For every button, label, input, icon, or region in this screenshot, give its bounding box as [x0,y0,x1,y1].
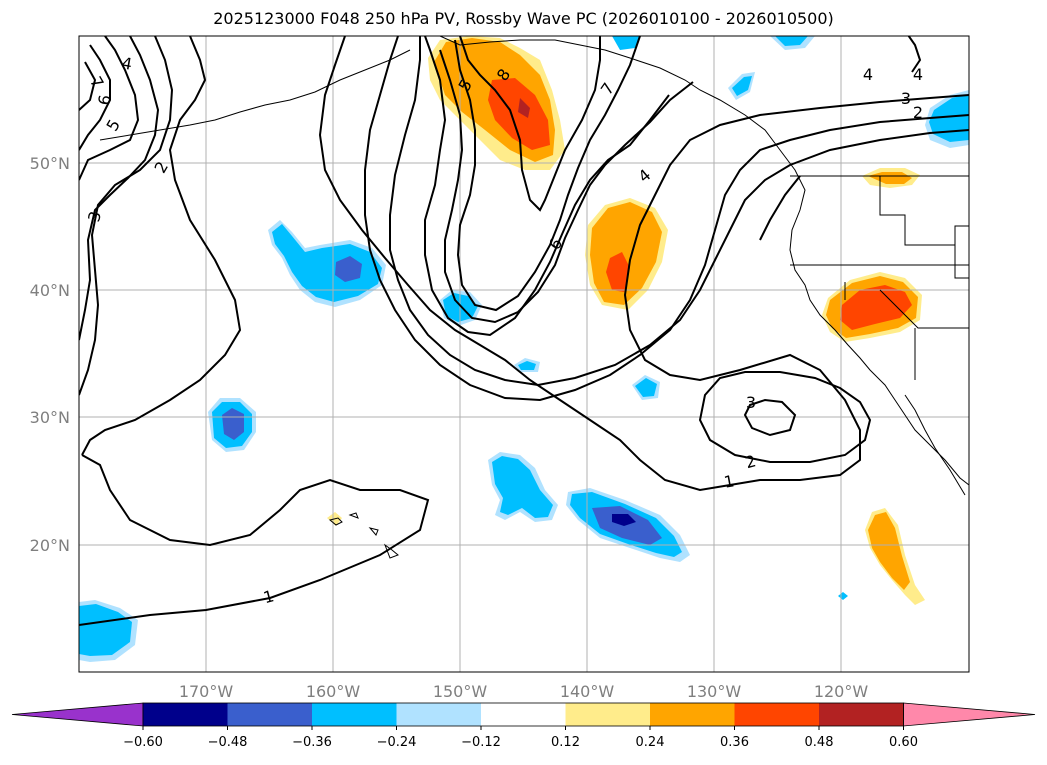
colorbar-segment [227,703,313,726]
contour-label: 3 [84,209,105,224]
contour-label: 4 [913,65,923,84]
gridlines [79,36,969,672]
colorbar-tick-label: −0.36 [292,735,332,750]
colorbar-extend-max [903,702,1036,727]
colorbar-tick-label: 0.48 [805,735,834,750]
lon-label: 120°W [814,682,869,701]
latitude-labels: 50°N 40°N 30°N 20°N [30,154,70,555]
colorbar-segment [650,703,735,726]
longitude-labels: 170°W 160°W 150°W 140°W 130°W 120°W [179,682,869,701]
colorbar-segment [396,703,482,726]
contour-label: 1 [722,471,735,491]
lon-label: 130°W [687,682,742,701]
shaded-anomalies [79,36,969,662]
colorbar-segment [565,703,651,726]
lat-label: 20°N [30,536,70,555]
contour-label: 4 [863,65,873,84]
contour-label: 2 [913,103,923,122]
lon-label: 150°W [433,682,488,701]
colorbar-tick-label: −0.24 [377,735,417,750]
colorbar-extend-min [11,702,144,727]
map-frame [78,35,970,673]
lat-label: 30°N [30,408,70,427]
colorbar-tick-label: 0.36 [720,735,749,750]
lon-label: 170°W [179,682,234,701]
contour-label: 2 [743,451,758,472]
colorbar-segment [143,703,228,726]
contour-label: 1 [261,586,276,607]
contour-label: 3 [746,393,756,412]
colorbar-tick-label: 0.60 [889,735,918,750]
colorbar-segment [734,703,820,726]
map-title: 2025123000 F048 250 hPa PV, Rossby Wave … [213,9,834,28]
colorbar-tick-label: 0.24 [636,735,665,750]
contour-label: 3 [901,89,911,108]
colorbar-tick-label: −0.60 [123,735,163,750]
lat-label: 50°N [30,154,70,173]
colorbar-segment [312,703,397,726]
colorbar-tick-label: 0.12 [551,735,580,750]
colorbar: −0.60 −0.48 −0.36 −0.24 −0.12 0.12 0.24 0.36 0.4… [11,702,1036,750]
lat-label: 40°N [30,281,70,300]
contour-label: 4 [120,53,133,73]
lon-label: 160°W [306,682,361,701]
colorbar-segment [819,703,904,726]
colorbar-segment [481,703,566,726]
colorbar-tick-label: −0.48 [208,735,248,750]
pv-contours [79,36,969,626]
colorbar-outline [142,702,904,727]
lon-label: 140°W [560,682,615,701]
contour-label: 6 [94,93,114,106]
colorbar-tick-label: −0.12 [461,735,501,750]
